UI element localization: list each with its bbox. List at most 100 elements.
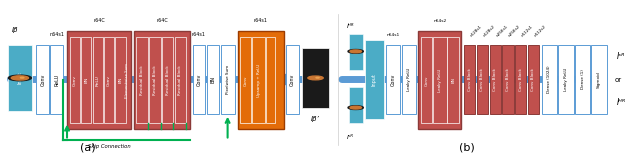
Text: Iβ’: Iβ’ <box>311 116 320 122</box>
Text: Conv: Conv <box>40 73 45 86</box>
FancyBboxPatch shape <box>365 40 384 119</box>
Text: Residual Block: Residual Block <box>179 65 182 95</box>
FancyBboxPatch shape <box>104 37 114 123</box>
FancyBboxPatch shape <box>302 48 329 108</box>
Text: ReLU: ReLU <box>54 73 60 86</box>
Text: n64s1: n64s1 <box>387 33 400 37</box>
Text: Leaky ReLU: Leaky ReLU <box>438 69 442 92</box>
FancyBboxPatch shape <box>433 37 447 123</box>
FancyBboxPatch shape <box>136 37 148 123</box>
Text: Iᴴᴿ: Iᴴᴿ <box>616 98 625 107</box>
Text: Input: Input <box>17 72 22 84</box>
FancyBboxPatch shape <box>349 34 364 70</box>
Text: Upsamp + ReLU: Upsamp + ReLU <box>257 64 260 97</box>
FancyBboxPatch shape <box>502 45 514 114</box>
FancyBboxPatch shape <box>387 45 400 114</box>
Circle shape <box>348 49 364 53</box>
Text: Elementwise Sum: Elementwise Sum <box>125 63 129 98</box>
Text: Pixelwise Sum: Pixelwise Sum <box>226 65 230 94</box>
FancyBboxPatch shape <box>490 45 501 114</box>
Text: BN: BN <box>118 77 122 83</box>
Text: n64s2: n64s2 <box>433 19 447 23</box>
Text: n256s2: n256s2 <box>508 24 522 37</box>
FancyBboxPatch shape <box>238 31 284 129</box>
Text: BN: BN <box>451 77 455 83</box>
FancyBboxPatch shape <box>134 31 190 129</box>
Text: Residual Block: Residual Block <box>166 65 170 95</box>
Text: ReLU: ReLU <box>95 75 100 86</box>
Text: Residual Block: Residual Block <box>140 65 144 95</box>
FancyBboxPatch shape <box>252 37 265 123</box>
Text: Conv Block: Conv Block <box>481 68 484 91</box>
Circle shape <box>348 106 364 110</box>
Text: or: or <box>615 76 622 83</box>
Circle shape <box>305 75 326 80</box>
Text: Leaky ReLU: Leaky ReLU <box>406 68 411 91</box>
Text: n256s1: n256s1 <box>495 24 509 37</box>
Text: Iˢᴿ: Iˢᴿ <box>347 135 354 140</box>
Text: Conv: Conv <box>391 73 396 86</box>
Text: r64s1: r64s1 <box>192 32 206 37</box>
FancyBboxPatch shape <box>286 45 299 114</box>
Text: Conv: Conv <box>73 75 77 86</box>
Text: n512s2: n512s2 <box>534 24 547 37</box>
FancyBboxPatch shape <box>575 45 590 114</box>
Text: Conv: Conv <box>196 73 202 86</box>
Text: n64s1: n64s1 <box>49 32 65 37</box>
Text: n128s1: n128s1 <box>470 24 483 37</box>
FancyBboxPatch shape <box>418 31 461 129</box>
FancyBboxPatch shape <box>8 45 32 111</box>
FancyBboxPatch shape <box>162 37 173 123</box>
Text: BN: BN <box>211 76 216 83</box>
FancyBboxPatch shape <box>241 37 250 123</box>
FancyBboxPatch shape <box>528 45 540 114</box>
Text: Iˢᴿ: Iˢᴿ <box>616 52 625 61</box>
Text: Conv Block: Conv Block <box>519 68 523 91</box>
Text: Conv Block: Conv Block <box>506 68 510 91</box>
Text: r64s1: r64s1 <box>253 18 268 23</box>
FancyBboxPatch shape <box>541 45 557 114</box>
Text: (b): (b) <box>459 143 474 153</box>
FancyBboxPatch shape <box>93 37 102 123</box>
Text: (a): (a) <box>79 143 95 153</box>
FancyBboxPatch shape <box>115 37 125 123</box>
Text: r64C: r64C <box>93 18 105 23</box>
Text: Skip Connection: Skip Connection <box>88 144 131 149</box>
FancyBboxPatch shape <box>81 37 92 123</box>
FancyBboxPatch shape <box>51 45 63 114</box>
Circle shape <box>316 77 319 78</box>
Text: Conv: Conv <box>243 75 248 86</box>
Text: BN: BN <box>84 77 88 83</box>
Text: Dense (1): Dense (1) <box>580 70 584 89</box>
Text: Conv: Conv <box>424 75 428 86</box>
FancyBboxPatch shape <box>401 45 415 114</box>
Text: Residual Block: Residual Block <box>153 65 157 95</box>
FancyBboxPatch shape <box>447 37 459 123</box>
Text: Conv: Conv <box>290 73 295 86</box>
FancyBboxPatch shape <box>149 37 161 123</box>
Text: Conv Block: Conv Block <box>493 68 497 91</box>
Text: Iβ: Iβ <box>12 27 19 32</box>
Circle shape <box>350 106 362 109</box>
Circle shape <box>8 75 31 81</box>
FancyBboxPatch shape <box>221 45 235 114</box>
Text: n512s1: n512s1 <box>521 24 534 37</box>
Text: Sigmoid: Sigmoid <box>597 71 601 88</box>
Circle shape <box>12 76 28 80</box>
FancyBboxPatch shape <box>477 45 488 114</box>
FancyBboxPatch shape <box>349 87 364 123</box>
Text: Conv Block: Conv Block <box>468 68 472 91</box>
FancyBboxPatch shape <box>193 45 205 114</box>
Text: Iᴴᴿ: Iᴴᴿ <box>347 24 355 29</box>
Circle shape <box>20 77 24 78</box>
FancyBboxPatch shape <box>464 45 476 114</box>
Text: Dense (1024): Dense (1024) <box>547 66 552 93</box>
FancyBboxPatch shape <box>175 37 186 123</box>
FancyBboxPatch shape <box>67 31 131 129</box>
FancyBboxPatch shape <box>207 45 220 114</box>
FancyBboxPatch shape <box>591 45 607 114</box>
Circle shape <box>308 76 323 80</box>
Circle shape <box>350 50 362 53</box>
FancyBboxPatch shape <box>266 37 275 123</box>
FancyBboxPatch shape <box>70 37 80 123</box>
